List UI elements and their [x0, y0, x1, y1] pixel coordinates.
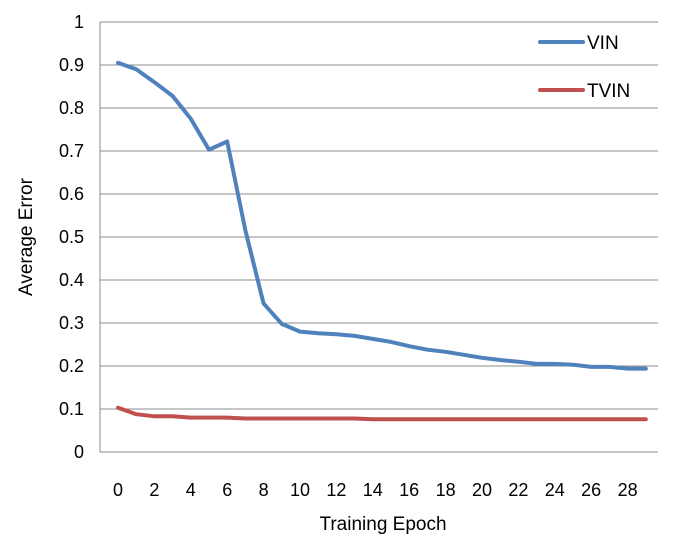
x-tick-label: 22: [508, 480, 528, 500]
x-tick-label: 16: [399, 480, 419, 500]
y-tick-label: 0.2: [59, 356, 84, 376]
legend: VIN TVIN: [538, 33, 630, 102]
x-tick-label: 2: [149, 480, 159, 500]
y-tick-label: 0.6: [59, 184, 84, 204]
x-tick-label: 18: [436, 480, 456, 500]
y-tick-label: 0.1: [59, 399, 84, 419]
x-tick-label: 20: [472, 480, 492, 500]
y-tick-label: 0.3: [59, 313, 84, 333]
gridlines: [99, 21, 658, 453]
x-tick-label: 0: [113, 480, 123, 500]
y-tick-label: 0.7: [59, 141, 84, 161]
y-tick-label: 0.5: [59, 227, 84, 247]
y-axis-tick-labels: 0 0.1 0.2 0.3 0.4 0.5 0.6 0.7 0.8 0.9 1: [59, 12, 84, 462]
y-tick-label: 0.8: [59, 98, 84, 118]
x-tick-label: 10: [290, 480, 310, 500]
x-tick-label: 12: [326, 480, 346, 500]
y-tick-label: 0: [74, 442, 84, 462]
y-tick-label: 0.4: [59, 270, 84, 290]
y-axis-label: Average Error: [16, 177, 37, 296]
series-line-vin: [116, 60, 648, 371]
y-tick-label: 1: [74, 12, 84, 32]
x-tick-label: 26: [581, 480, 601, 500]
x-tick-label: 14: [363, 480, 383, 500]
series-line-tvin: [116, 405, 648, 422]
x-axis-label: Training Epoch: [319, 514, 446, 535]
series-lines: [116, 60, 648, 422]
x-tick-label: 24: [545, 480, 565, 500]
y-tick-label: 0.9: [59, 55, 84, 75]
x-axis-tick-labels: 0 2 4 6 8 10 12 14 16 18 20 22 24 26 28: [113, 480, 638, 500]
legend-label-vin: VIN: [587, 33, 619, 54]
x-tick-label: 8: [259, 480, 269, 500]
x-tick-label: 4: [186, 480, 196, 500]
x-tick-label: 6: [222, 480, 232, 500]
x-tick-label: 28: [618, 480, 638, 500]
legend-label-tvin: TVIN: [587, 81, 630, 102]
